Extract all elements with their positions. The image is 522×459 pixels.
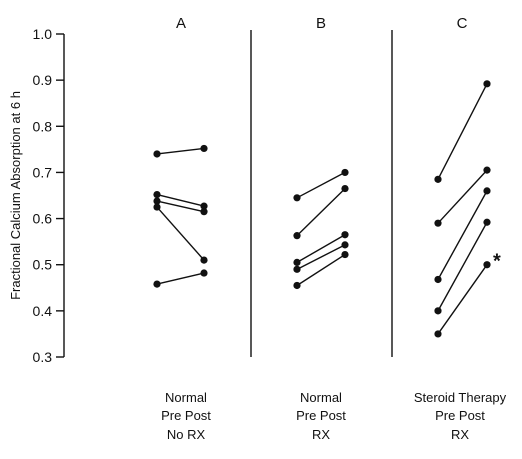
subject-line (156, 193, 205, 207)
pre-point (434, 330, 442, 338)
y-tick-label: 0.4 (33, 303, 53, 319)
pre-point (153, 203, 161, 211)
subject-line (296, 253, 346, 287)
subject-line (156, 200, 205, 213)
y-tick-label: 0.9 (33, 72, 53, 88)
panel-title: A (176, 15, 186, 32)
pre-point (434, 307, 442, 315)
pre-point (293, 258, 301, 267)
subject-line (156, 272, 205, 285)
pre-point (434, 175, 442, 183)
group-label: RX (451, 427, 469, 442)
group-label: Pre Post (296, 408, 346, 423)
pre-point (293, 265, 301, 273)
pre-point (293, 232, 301, 240)
post-point (200, 144, 208, 153)
subject-line (156, 147, 205, 155)
pre-point (153, 190, 161, 199)
post-point (200, 269, 208, 277)
group-label: Steroid Therapy (414, 390, 507, 405)
pre-point (153, 150, 161, 158)
subject-line (156, 206, 205, 261)
group-label: Normal (165, 390, 207, 405)
pre-point (293, 194, 301, 202)
post-point (483, 218, 491, 226)
subject-line (296, 234, 346, 264)
y-tick-label: 0.5 (33, 257, 53, 273)
post-point (483, 187, 491, 195)
group-label: No RX (167, 427, 206, 442)
subject-line (296, 244, 346, 270)
group-label: RX (312, 427, 330, 442)
panel-title: B (316, 15, 326, 32)
panel-title: C (457, 15, 468, 32)
subject-line (437, 190, 488, 280)
subject-line (296, 188, 346, 237)
post-point (200, 256, 208, 264)
post-point (483, 261, 491, 269)
significance-marker: * (493, 251, 501, 273)
subject-line (437, 264, 488, 335)
post-point (483, 80, 491, 88)
post-point (483, 166, 491, 174)
pre-point (153, 280, 161, 288)
group-label: Normal (300, 390, 342, 405)
post-point (341, 168, 349, 177)
y-axis-label: Fractional Calcium Absorption at 6 h (8, 91, 23, 300)
post-point (341, 241, 349, 249)
y-tick-label: 0.3 (33, 349, 53, 365)
subject-line (437, 83, 488, 180)
pre-point (434, 275, 442, 284)
y-tick-label: 1.0 (33, 26, 53, 42)
post-point (341, 231, 349, 239)
y-tick-label: 0.8 (33, 118, 53, 134)
post-point (200, 202, 208, 210)
post-point (341, 250, 349, 259)
pre-point (293, 281, 301, 290)
group-label: Pre Post (435, 408, 485, 423)
pre-point (434, 219, 442, 227)
pre-point (153, 197, 161, 205)
y-tick-label: 0.6 (33, 211, 53, 227)
subject-line (437, 169, 488, 224)
post-point (341, 184, 349, 193)
y-tick-label: 0.7 (33, 164, 53, 180)
subject-line (296, 171, 346, 199)
post-point (200, 208, 208, 216)
subject-line (437, 221, 488, 312)
group-label: Pre Post (161, 408, 211, 423)
